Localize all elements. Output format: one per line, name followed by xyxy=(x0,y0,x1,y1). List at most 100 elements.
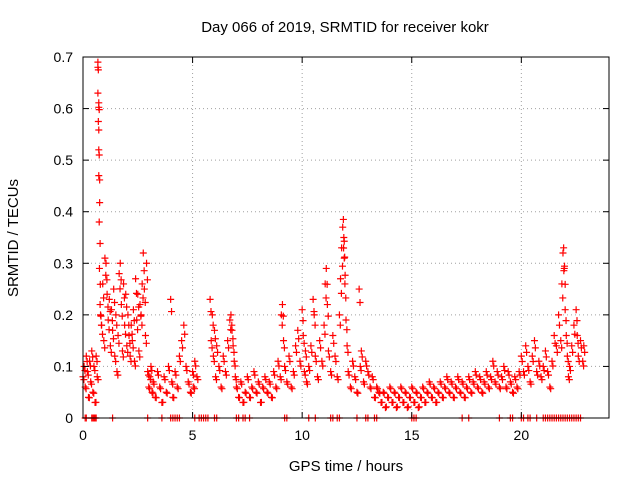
data-point xyxy=(266,380,274,388)
data-point xyxy=(364,368,372,376)
data-point xyxy=(483,371,491,379)
data-point xyxy=(97,311,105,319)
data-point xyxy=(118,347,126,355)
data-point xyxy=(331,352,339,360)
data-point xyxy=(316,337,324,345)
data-point xyxy=(241,388,249,396)
data-point xyxy=(100,337,108,345)
y-tick-label: 0 xyxy=(65,410,73,426)
data-point xyxy=(518,357,526,365)
data-point xyxy=(80,376,88,384)
data-point xyxy=(189,368,197,376)
data-point xyxy=(324,347,332,355)
data-point xyxy=(228,326,236,334)
data-point xyxy=(123,303,131,311)
data-point xyxy=(143,259,151,267)
data-point xyxy=(105,295,113,303)
data-point xyxy=(224,337,232,345)
data-point xyxy=(278,301,286,309)
data-point xyxy=(503,385,511,393)
data-point xyxy=(90,389,98,397)
data-point xyxy=(528,352,536,360)
data-point xyxy=(391,389,399,397)
data-point xyxy=(272,383,280,391)
data-point xyxy=(525,367,533,375)
data-point xyxy=(206,295,214,303)
data-point xyxy=(134,326,142,334)
data-point xyxy=(89,388,97,396)
data-point xyxy=(210,357,218,365)
data-point xyxy=(406,394,414,402)
data-point xyxy=(96,301,104,309)
data-point xyxy=(338,262,346,270)
data-point xyxy=(367,385,375,393)
data-point xyxy=(356,362,364,370)
data-point xyxy=(433,398,441,406)
data-point xyxy=(187,389,195,397)
data-point xyxy=(192,362,200,370)
data-point xyxy=(559,249,567,257)
data-point xyxy=(479,389,487,397)
chart-title: Day 066 of 2019, SRMTID for receiver kok… xyxy=(201,19,489,36)
data-point xyxy=(336,321,344,329)
data-point xyxy=(332,357,340,365)
data-point xyxy=(259,383,267,391)
y-tick-label: 0.5 xyxy=(54,152,74,168)
data-point xyxy=(95,126,103,134)
data-point xyxy=(323,280,331,288)
data-point xyxy=(99,280,107,288)
data-point xyxy=(360,380,368,388)
data-point xyxy=(122,330,130,338)
data-point xyxy=(395,394,403,402)
data-point xyxy=(342,316,350,324)
data-point xyxy=(108,317,116,325)
data-point xyxy=(354,389,362,397)
data-point xyxy=(431,385,439,393)
data-point xyxy=(178,337,186,345)
data-point xyxy=(347,385,355,393)
data-point xyxy=(176,357,184,365)
data-point xyxy=(339,223,347,231)
data-point xyxy=(270,368,278,376)
data-point xyxy=(307,342,315,350)
data-point xyxy=(185,380,193,388)
data-point xyxy=(83,368,91,376)
data-point xyxy=(355,285,363,293)
data-point xyxy=(346,383,354,391)
data-point xyxy=(539,362,547,370)
data-point xyxy=(116,285,124,293)
data-point xyxy=(298,306,306,314)
data-point xyxy=(337,275,345,283)
data-point xyxy=(124,348,132,356)
data-point xyxy=(104,316,112,324)
data-point xyxy=(268,394,276,402)
x-tick-label: 0 xyxy=(79,427,87,443)
data-point xyxy=(120,280,128,288)
axis-ticks: 0 5 10 15 20 0 0.1 0.2 0.3 0.4 0.5 0.6 0.7 xyxy=(54,49,609,443)
data-point xyxy=(295,335,303,343)
x-tick-label: 5 xyxy=(189,427,197,443)
data-point xyxy=(481,380,489,388)
data-point xyxy=(426,380,434,388)
data-point xyxy=(358,353,366,361)
data-point xyxy=(428,394,436,402)
data-point xyxy=(392,404,400,412)
data-point xyxy=(349,357,357,365)
data-point xyxy=(555,321,563,329)
data-point xyxy=(466,376,474,384)
data-point xyxy=(138,280,146,288)
data-point xyxy=(323,301,331,309)
data-point xyxy=(118,312,126,320)
data-point xyxy=(493,368,501,376)
data-point xyxy=(553,348,561,356)
data-point xyxy=(559,294,567,302)
data-point xyxy=(345,371,353,379)
data-point xyxy=(565,376,573,384)
data-point xyxy=(492,380,500,388)
data-point xyxy=(289,368,297,376)
data-point xyxy=(140,267,148,275)
data-point xyxy=(327,368,335,376)
data-point xyxy=(96,239,104,247)
data-point xyxy=(419,383,427,391)
data-point xyxy=(513,383,521,391)
